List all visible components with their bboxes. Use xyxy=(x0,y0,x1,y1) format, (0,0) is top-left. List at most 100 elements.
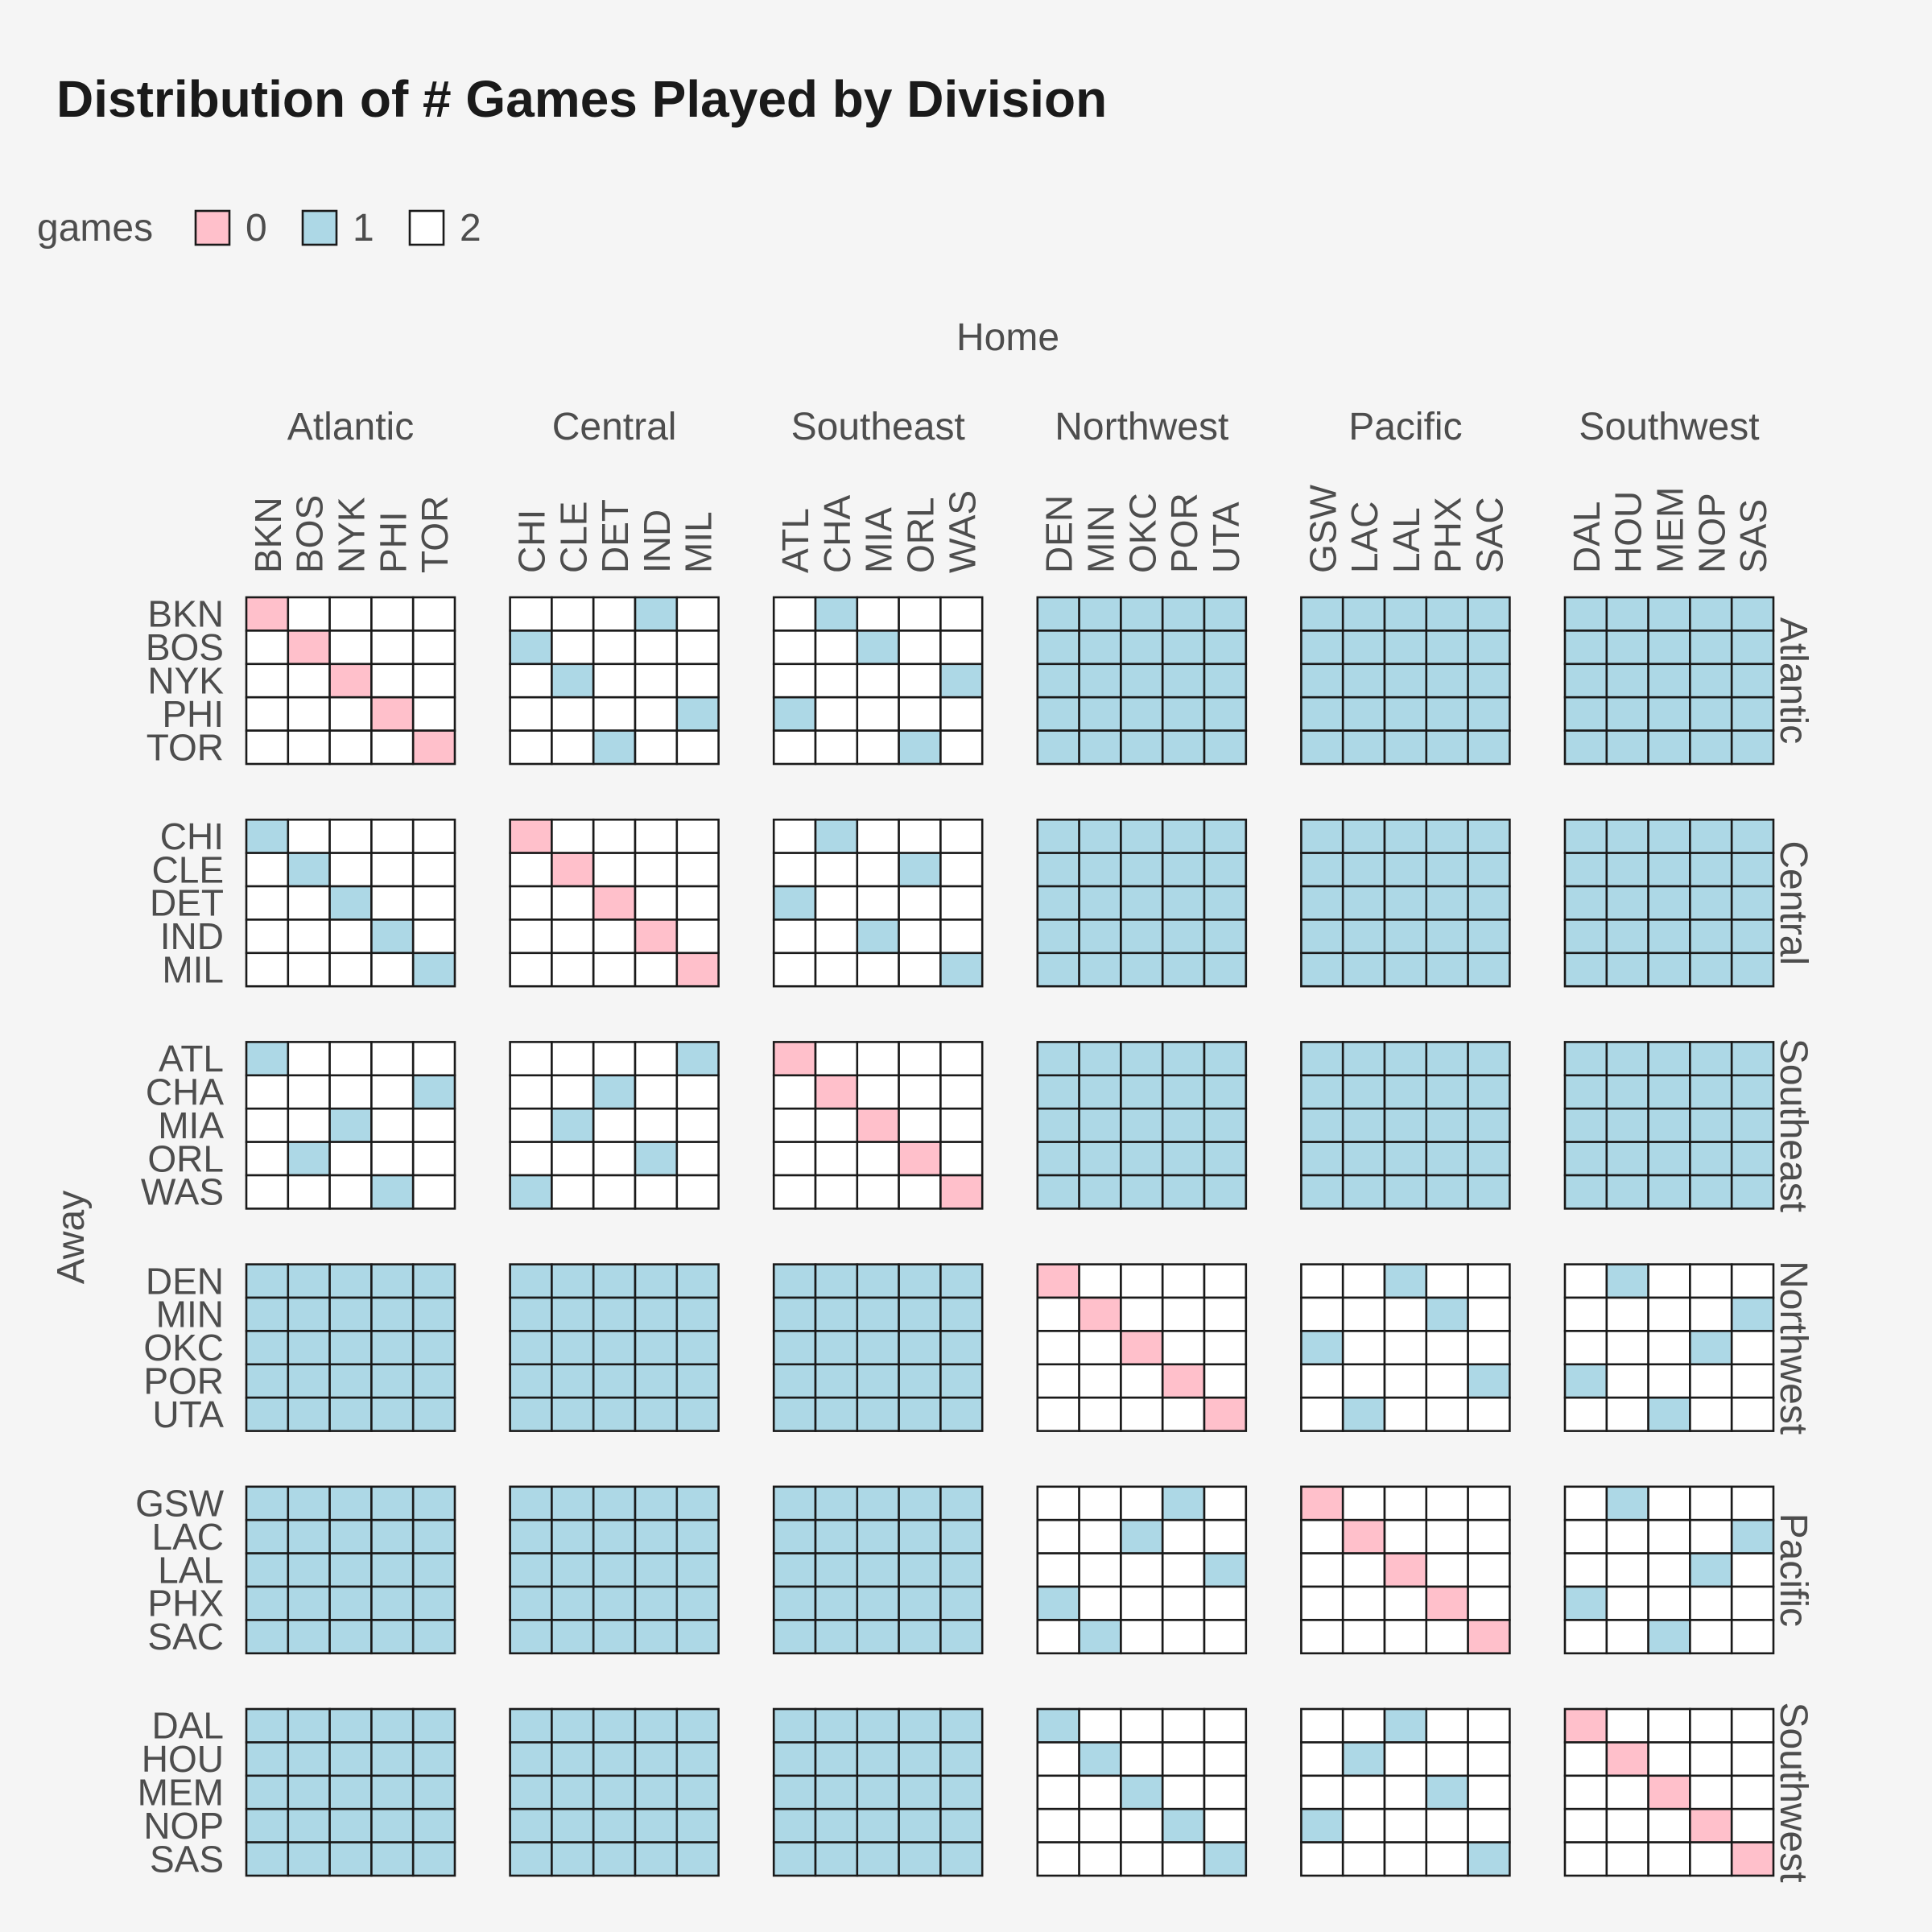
cell-uta-at-mia xyxy=(856,1396,900,1432)
cell-cle-at-por xyxy=(1161,852,1206,888)
cell-cha-at-por xyxy=(1161,1074,1206,1110)
cell-gsw-at-phi xyxy=(370,1485,415,1521)
cell-bkn-at-lal xyxy=(1383,596,1428,632)
cell-mia-at-bos xyxy=(287,1107,331,1143)
cell-nyk-at-bkn xyxy=(245,663,290,699)
cell-lac-at-sas xyxy=(1730,1518,1775,1554)
cell-phi-at-phi xyxy=(370,696,415,732)
cell-dal-at-bkn xyxy=(245,1707,290,1744)
cell-cle-at-nop xyxy=(1689,852,1733,888)
row-strip-pacific: Pacific xyxy=(1772,1513,1814,1627)
column-tick-orl: ORL xyxy=(900,497,942,573)
cell-bos-at-bkn xyxy=(245,630,290,666)
cell-nop-at-den xyxy=(1036,1807,1080,1843)
cell-chi-at-por xyxy=(1161,818,1206,854)
cell-det-at-mem xyxy=(1647,885,1691,921)
cell-lac-at-nyk xyxy=(328,1518,373,1554)
cell-cle-at-orl xyxy=(898,852,942,888)
cell-orl-at-atl xyxy=(772,1141,817,1177)
chart-title: Distribution of # Games Played by Divisi… xyxy=(56,70,1107,128)
cell-okc-at-orl xyxy=(898,1330,942,1366)
cell-uta-at-det xyxy=(592,1396,637,1432)
cell-bos-at-min xyxy=(1078,630,1122,666)
cell-dal-at-gsw xyxy=(1300,1707,1344,1744)
cell-lal-at-mil xyxy=(675,1552,720,1588)
cell-uta-at-lac xyxy=(1341,1396,1386,1432)
cell-bos-at-mem xyxy=(1647,630,1691,666)
cell-den-at-bkn xyxy=(245,1263,290,1299)
cell-sas-at-mia xyxy=(856,1841,900,1877)
cell-uta-at-sas xyxy=(1730,1396,1775,1432)
cell-bos-at-sas xyxy=(1730,630,1775,666)
cell-mem-at-ind xyxy=(634,1774,679,1810)
cell-det-at-phx xyxy=(1425,885,1469,921)
cell-sac-at-por xyxy=(1161,1619,1206,1655)
cell-den-at-por xyxy=(1161,1263,1206,1299)
cell-dal-at-chi xyxy=(509,1707,553,1744)
cell-was-at-bos xyxy=(287,1174,331,1210)
cell-was-at-bkn xyxy=(245,1174,290,1210)
cell-nyk-at-mia xyxy=(856,663,900,699)
cell-den-at-lal xyxy=(1383,1263,1428,1299)
cell-mem-at-mil xyxy=(675,1774,720,1810)
cell-mem-at-orl xyxy=(898,1774,942,1810)
cell-chi-at-den xyxy=(1036,818,1080,854)
cell-cha-at-sac xyxy=(1467,1074,1511,1110)
cell-gsw-at-sac xyxy=(1467,1485,1511,1521)
cell-cha-at-dal xyxy=(1563,1074,1608,1110)
cell-ind-at-gsw xyxy=(1300,919,1344,955)
row-tick-uta: UTA xyxy=(152,1393,224,1435)
cell-lal-at-phx xyxy=(1425,1552,1469,1588)
cell-det-at-mia xyxy=(856,885,900,921)
cell-was-at-mem xyxy=(1647,1174,1691,1210)
cell-uta-at-sac xyxy=(1467,1396,1511,1432)
cell-ind-at-por xyxy=(1161,919,1206,955)
cell-was-at-mil xyxy=(675,1174,720,1210)
cell-phi-at-was xyxy=(939,696,984,732)
row-tick-lal: LAL xyxy=(158,1549,224,1591)
cell-uta-at-tor xyxy=(411,1396,456,1432)
cell-atl-at-cha xyxy=(814,1041,859,1077)
cell-phx-at-cha xyxy=(814,1585,859,1621)
cell-sas-at-bos xyxy=(287,1841,331,1877)
cell-chi-at-ind xyxy=(634,818,679,854)
cell-tor-at-lal xyxy=(1383,729,1428,766)
cell-gsw-at-gsw xyxy=(1300,1485,1344,1521)
cell-gsw-at-lac xyxy=(1341,1485,1386,1521)
cell-phx-at-hou xyxy=(1605,1585,1649,1621)
cell-bkn-at-mem xyxy=(1647,596,1691,632)
cell-por-at-sas xyxy=(1730,1363,1775,1399)
cell-det-at-cha xyxy=(814,885,859,921)
cell-was-at-sas xyxy=(1730,1174,1775,1210)
cell-por-at-atl xyxy=(772,1363,817,1399)
cell-lal-at-min xyxy=(1078,1552,1122,1588)
cell-bos-at-lac xyxy=(1341,630,1386,666)
cell-sas-at-mem xyxy=(1647,1841,1691,1877)
cell-gsw-at-atl xyxy=(772,1485,817,1521)
cell-cle-at-bkn xyxy=(245,852,290,888)
cell-por-at-bos xyxy=(287,1363,331,1399)
cell-orl-at-det xyxy=(592,1141,637,1177)
cell-was-at-min xyxy=(1078,1174,1122,1210)
cell-okc-at-cle xyxy=(551,1330,595,1366)
cell-sac-at-bos xyxy=(287,1619,331,1655)
legend-label-0: 0 xyxy=(246,207,267,250)
cell-ind-at-cle xyxy=(551,919,595,955)
cell-atl-at-min xyxy=(1078,1041,1122,1077)
cell-tor-at-sas xyxy=(1730,729,1775,766)
cell-cha-at-nyk xyxy=(328,1074,373,1110)
cell-por-at-chi xyxy=(509,1363,553,1399)
row-tick-lac: LAC xyxy=(152,1516,224,1558)
cell-mia-at-min xyxy=(1078,1107,1122,1143)
cell-lac-at-mia xyxy=(856,1518,900,1554)
cell-bkn-at-nop xyxy=(1689,596,1733,632)
row-tick-hou: HOU xyxy=(142,1738,224,1780)
row-tick-mem: MEM xyxy=(138,1772,224,1814)
cell-okc-at-lac xyxy=(1341,1330,1386,1366)
cell-phx-at-chi xyxy=(509,1585,553,1621)
cell-bos-at-cha xyxy=(814,630,859,666)
cell-mem-at-atl xyxy=(772,1774,817,1810)
cell-cha-at-phx xyxy=(1425,1074,1469,1110)
row-strip-southwest: Southwest xyxy=(1772,1702,1814,1882)
